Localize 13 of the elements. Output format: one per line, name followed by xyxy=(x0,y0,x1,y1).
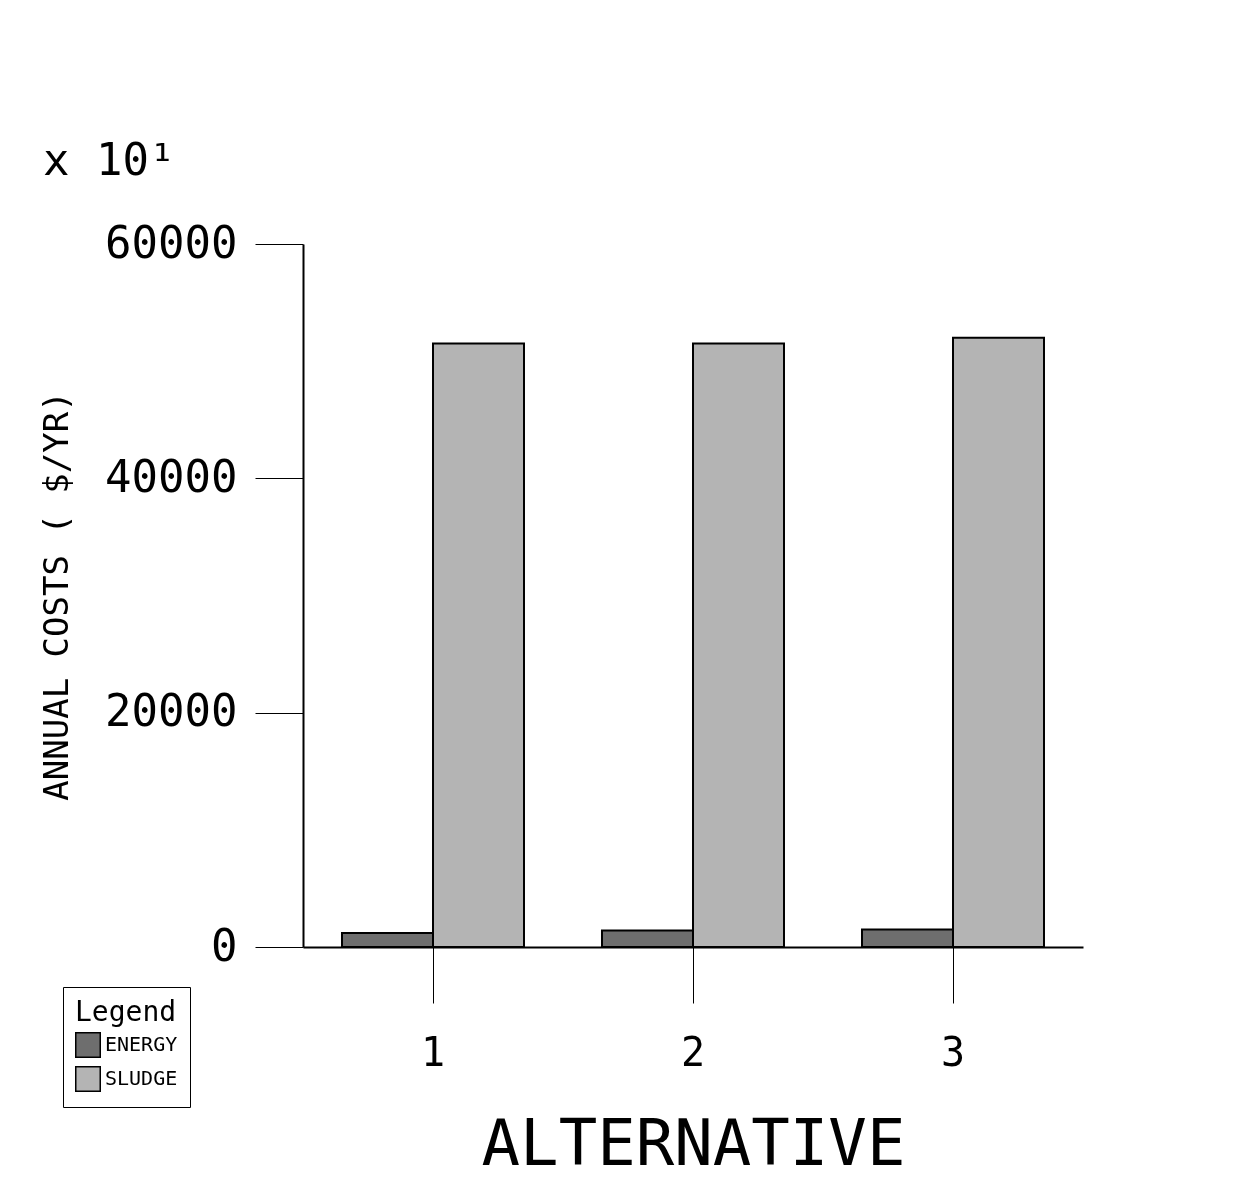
y-axis-title: ANNUAL COSTS ( $/YR) xyxy=(36,391,77,801)
x-tick-label: 3 xyxy=(940,1028,966,1075)
x-tick-label: 1 xyxy=(420,1028,446,1075)
y-tick-label: 0 xyxy=(211,919,238,971)
x-tick-label: 2 xyxy=(680,1028,706,1075)
legend-label: SLUDGE xyxy=(105,1066,178,1090)
y-tick-label: 40000 xyxy=(105,450,238,502)
y-tick-label: 60000 xyxy=(105,216,238,268)
text: x 10¹ xyxy=(43,134,176,185)
x-axis-title: ALTERNATIVE xyxy=(481,1105,906,1180)
legend-title: Legend xyxy=(75,995,177,1028)
legend-label: ENERGY xyxy=(105,1032,178,1056)
y-tick-label: 20000 xyxy=(105,685,238,737)
